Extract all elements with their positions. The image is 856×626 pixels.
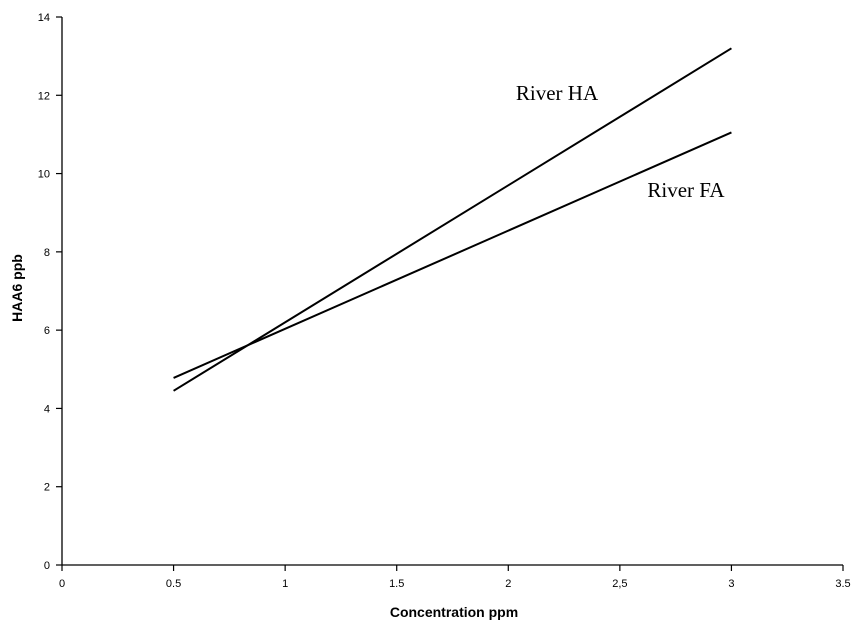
x-tick-label: 3: [728, 578, 734, 590]
y-axis: 0 2 4 6 8 10 12 14: [38, 12, 63, 572]
series-label-river-fa: River FA: [647, 178, 725, 202]
y-tick-label: 12: [38, 90, 50, 102]
x-tick-label: 1: [282, 578, 288, 590]
y-ticks: 0 2 4 6 8 10 12 14: [38, 12, 62, 572]
y-tick-label: 0: [44, 560, 50, 572]
series-line-river-fa: [173, 131, 732, 379]
x-tick-label: 3.5: [835, 578, 850, 590]
x-tick-label: 2: [505, 578, 511, 590]
x-ticks: 0 0.5 1 1.5 2 2,5 3 3.5: [59, 565, 851, 590]
series-layer: River HA River FA: [173, 47, 732, 392]
x-tick-label: 0.5: [166, 578, 181, 590]
y-tick-label: 6: [44, 325, 50, 337]
x-tick-label: 1.5: [389, 578, 404, 590]
y-tick-label: 4: [44, 403, 50, 415]
x-axis-title: Concentration ppm: [390, 604, 518, 620]
y-tick-label: 8: [44, 247, 50, 259]
y-tick-label: 10: [38, 169, 50, 181]
x-tick-label: 0: [59, 578, 65, 590]
y-tick-label: 14: [38, 12, 50, 24]
series-label-river-ha: River HA: [516, 81, 599, 105]
y-axis-title: HAA6 ppb: [9, 254, 25, 322]
x-tick-label: 2,5: [612, 578, 627, 590]
x-axis: 0 0.5 1 1.5 2 2,5 3 3.5: [59, 564, 851, 590]
y-tick-label: 2: [44, 482, 50, 494]
series-line-river-ha: [173, 47, 732, 392]
